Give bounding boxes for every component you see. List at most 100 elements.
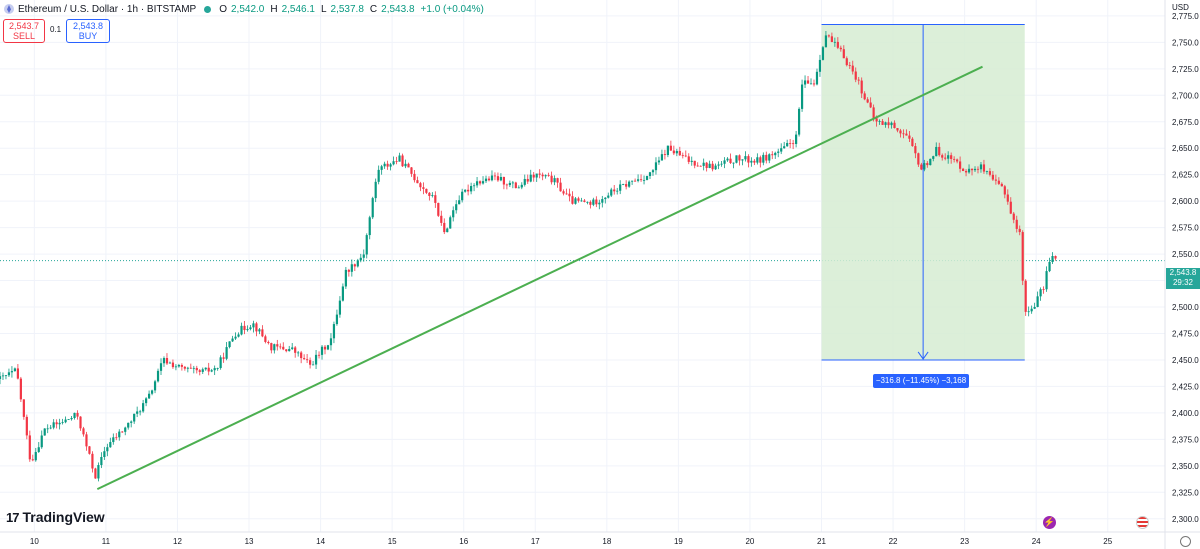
candle-body [571,196,574,204]
high-label: H [270,3,278,15]
time-tick-label: 25 [1103,537,1112,546]
candle-body [314,354,318,365]
candle-body [13,368,17,372]
candle-body [684,155,687,157]
candle-body [347,269,350,272]
time-tick-label: 22 [889,537,898,546]
candle-body [574,198,577,204]
candle-body [481,181,485,184]
buy-price: 2,543.8 [72,21,104,31]
candle-body [580,200,583,202]
us-flag-icon[interactable] [1136,516,1149,529]
candle-body [1036,296,1039,307]
candle-body [824,35,828,48]
open-label: O [219,3,227,15]
candle-body [195,367,198,371]
candle-body [407,163,410,168]
candle-body [380,166,383,170]
candle-body [678,150,681,156]
candle-body [64,419,67,423]
candle-body [37,447,40,452]
candle-body [1009,201,1012,214]
price-tick-label: 2,550.0 [1172,250,1199,259]
candle-body [759,157,762,163]
candle-body [392,161,395,165]
currency-selector[interactable]: USD [1172,3,1189,12]
candle-body [231,338,234,342]
candle-body [4,375,8,377]
candle-body [803,80,807,85]
candle-body [261,329,264,337]
candle-body [79,416,82,429]
candle-body [156,370,160,382]
candle-body [97,465,100,479]
candle-body [249,327,252,330]
price-tick-label: 2,400.0 [1172,409,1199,418]
price-tick-label: 2,300.0 [1172,515,1199,524]
candle-body [168,362,172,364]
candle-body [398,155,401,162]
candle-body [666,145,669,156]
candle-body [800,84,804,109]
candle-body [308,360,312,365]
order-quantity[interactable]: 0.1 [50,25,62,34]
candle-body [601,199,604,203]
measure-arrow-head [917,351,929,360]
candle-body [46,428,49,430]
candle-body [625,184,628,187]
time-tick-label: 19 [674,537,683,546]
candle-body [720,163,723,165]
candle-body [765,154,768,161]
candle-body [431,195,434,196]
candle-body [744,156,747,160]
candle-body [654,162,658,171]
candle-body [902,133,905,135]
candle-body [177,364,181,367]
lightning-icon[interactable]: ⚡ [1043,516,1056,529]
candle-body [294,347,297,353]
candle-body [255,323,258,332]
candle-body [997,180,1000,184]
candle-body [967,168,971,173]
candle-body [893,122,896,129]
candle-body [1021,232,1024,281]
candle-body [228,341,231,348]
candle-body [377,169,380,182]
candle-body [821,47,825,60]
candle-body [174,366,178,368]
candle-body [929,158,932,166]
candle-body [100,457,103,466]
candle-body [40,435,43,448]
candle-body [410,167,413,174]
candle-body [82,428,85,435]
price-tick-label: 2,750.0 [1172,38,1199,47]
candle-body [147,393,151,399]
candle-body [225,347,228,359]
candle-body [529,174,532,182]
candle-body [326,345,330,350]
candle-body [908,135,911,139]
candle-body [881,121,884,125]
candle-body [1012,213,1015,220]
candle-body [702,162,705,166]
time-tick-label: 18 [602,537,611,546]
candle-body [732,162,735,164]
candle-body [636,179,640,181]
candle-body [532,174,535,178]
candle-body [478,181,482,184]
candle-body [52,422,55,428]
settings-icon[interactable] [1180,536,1191,547]
candle-body [845,58,848,66]
candle-body [401,155,404,167]
buy-button[interactable]: 2,543.8 BUY [66,19,110,43]
symbol-title[interactable]: Ethereum / U.S. Dollar · 1h · BITSTAMP [18,3,197,15]
candle-body [288,348,291,352]
sell-button[interactable]: 2,543.7 SELL [3,19,45,43]
candle-body [863,93,866,100]
tradingview-logo-text: TradingView [22,509,105,525]
candle-body [699,165,702,167]
candle-body [496,176,500,181]
candle-body [651,170,655,173]
candle-body [162,358,166,364]
